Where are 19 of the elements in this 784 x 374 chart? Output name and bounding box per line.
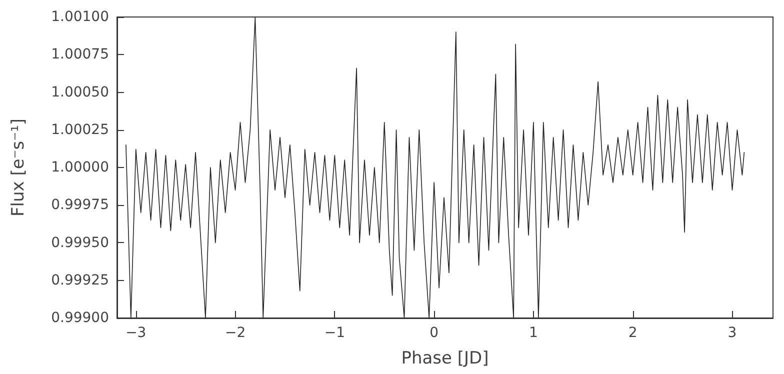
y-tick-label: 1.00000 bbox=[51, 160, 109, 176]
y-tick-label: 1.00050 bbox=[51, 84, 109, 100]
x-tick-label: 0 bbox=[430, 325, 439, 341]
y-tick-label: 0.99950 bbox=[51, 234, 109, 251]
line-series bbox=[126, 16, 745, 318]
y-tick-label: 0.99975 bbox=[51, 197, 109, 214]
y-tick-label: 1.00075 bbox=[51, 46, 109, 63]
x-tick-label: 2 bbox=[628, 325, 638, 341]
x-tick-label: −3 bbox=[126, 325, 146, 341]
y-tick-label: 1.00025 bbox=[51, 122, 109, 138]
y-tick-label: 0.99925 bbox=[51, 272, 109, 288]
x-tick-label: −2 bbox=[224, 325, 246, 341]
x-tick-label: 1 bbox=[529, 325, 538, 341]
y-tick-label: 1.00100 bbox=[51, 9, 109, 25]
y-axis-title: Flux [e⁻s⁻¹] bbox=[8, 118, 28, 217]
x-tick-label: −1 bbox=[324, 325, 345, 341]
x-axis-title: Phase [JD] bbox=[401, 348, 489, 368]
x-tick-label: 3 bbox=[728, 325, 737, 341]
y-tick-label: 0.99900 bbox=[51, 310, 109, 326]
